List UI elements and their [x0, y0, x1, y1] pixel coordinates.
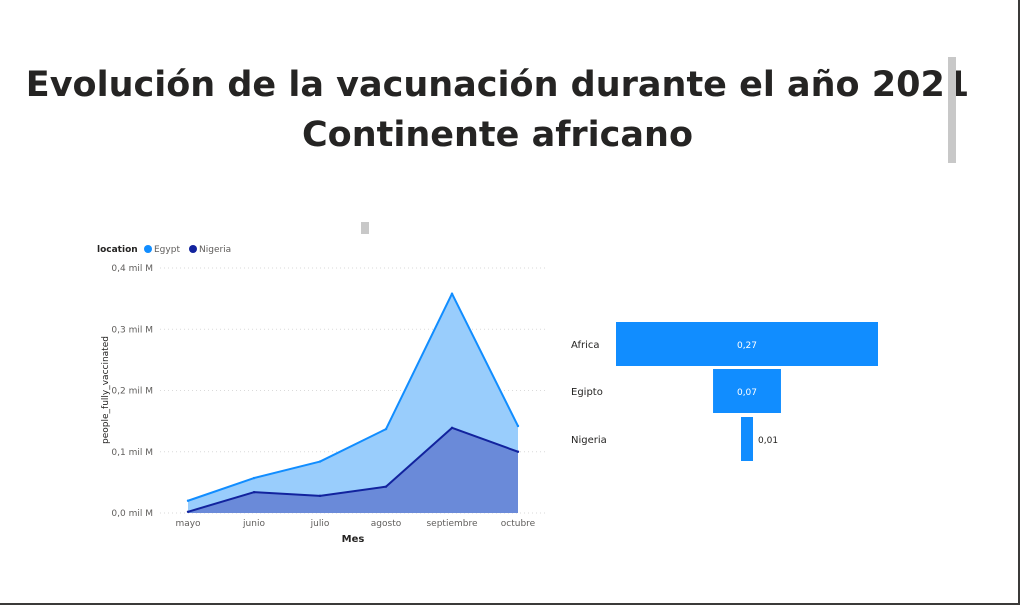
- data-point-nigeria: [450, 426, 454, 430]
- funnel-value-label: 0,01: [758, 436, 778, 446]
- data-point-nigeria: [252, 490, 256, 494]
- series-line-egypt: [187, 292, 519, 502]
- legend-label-nigeria: Nigeria: [199, 245, 231, 255]
- data-point-egypt: [384, 427, 388, 431]
- legend-label-egypt: Egypt: [154, 245, 180, 255]
- x-tick-label: octubre: [501, 519, 536, 529]
- visual-drag-handle[interactable]: [361, 222, 369, 234]
- y-tick-label: 0,3 mil M: [111, 325, 153, 335]
- title-line-1: Evolución de la vacunación durante el añ…: [25, 65, 970, 105]
- legend-title: location: [97, 245, 138, 255]
- series-line-nigeria: [187, 426, 519, 513]
- y-tick-label: 0,4 mil M: [111, 264, 153, 274]
- data-point-nigeria: [318, 494, 322, 498]
- frame-border-bottom: [0, 603, 1020, 605]
- funnel-value-label: 0,27: [737, 341, 757, 351]
- y-tick-label: 0,2 mil M: [111, 387, 153, 397]
- data-point-egypt: [450, 292, 454, 295]
- x-tick-label: agosto: [371, 519, 402, 529]
- x-tick-label: mayo: [175, 519, 201, 529]
- funnel-category-label: Nigeria: [571, 435, 607, 446]
- x-tick-label: junio: [242, 519, 265, 529]
- funnel-category-label: Africa: [571, 340, 600, 351]
- legend-marker-egypt: [144, 245, 152, 253]
- data-point-egypt: [186, 499, 190, 502]
- data-point-nigeria: [384, 485, 388, 488]
- page-scrollbar[interactable]: [948, 57, 956, 163]
- funnel-bar: [616, 322, 878, 366]
- y-tick-label: 0,1 mil M: [111, 448, 153, 458]
- data-point-egypt: [516, 424, 520, 428]
- report-title: Evolución de la vacunación durante el añ…: [0, 60, 995, 160]
- frame-border-right: [1018, 0, 1020, 605]
- funnel-bar: [741, 417, 753, 461]
- y-axis-title: people_fully_vaccinated: [101, 336, 111, 444]
- data-point-egypt: [252, 476, 256, 480]
- series-area-nigeria: [188, 427, 518, 513]
- funnel-bar: [713, 369, 781, 413]
- data-point-nigeria: [186, 510, 190, 513]
- legend-marker-nigeria: [189, 245, 197, 253]
- title-line-2: Continente africano: [301, 115, 694, 155]
- y-tick-label: 0,0 mil M: [111, 509, 153, 519]
- funnel-value-label: 0,07: [737, 388, 757, 398]
- x-tick-label: julio: [310, 519, 330, 529]
- data-point-nigeria: [516, 450, 520, 453]
- data-point-egypt: [318, 460, 322, 463]
- x-tick-label: septiembre: [426, 519, 477, 529]
- funnel-category-label: Egipto: [571, 387, 603, 398]
- x-axis-title: Mes: [342, 534, 365, 545]
